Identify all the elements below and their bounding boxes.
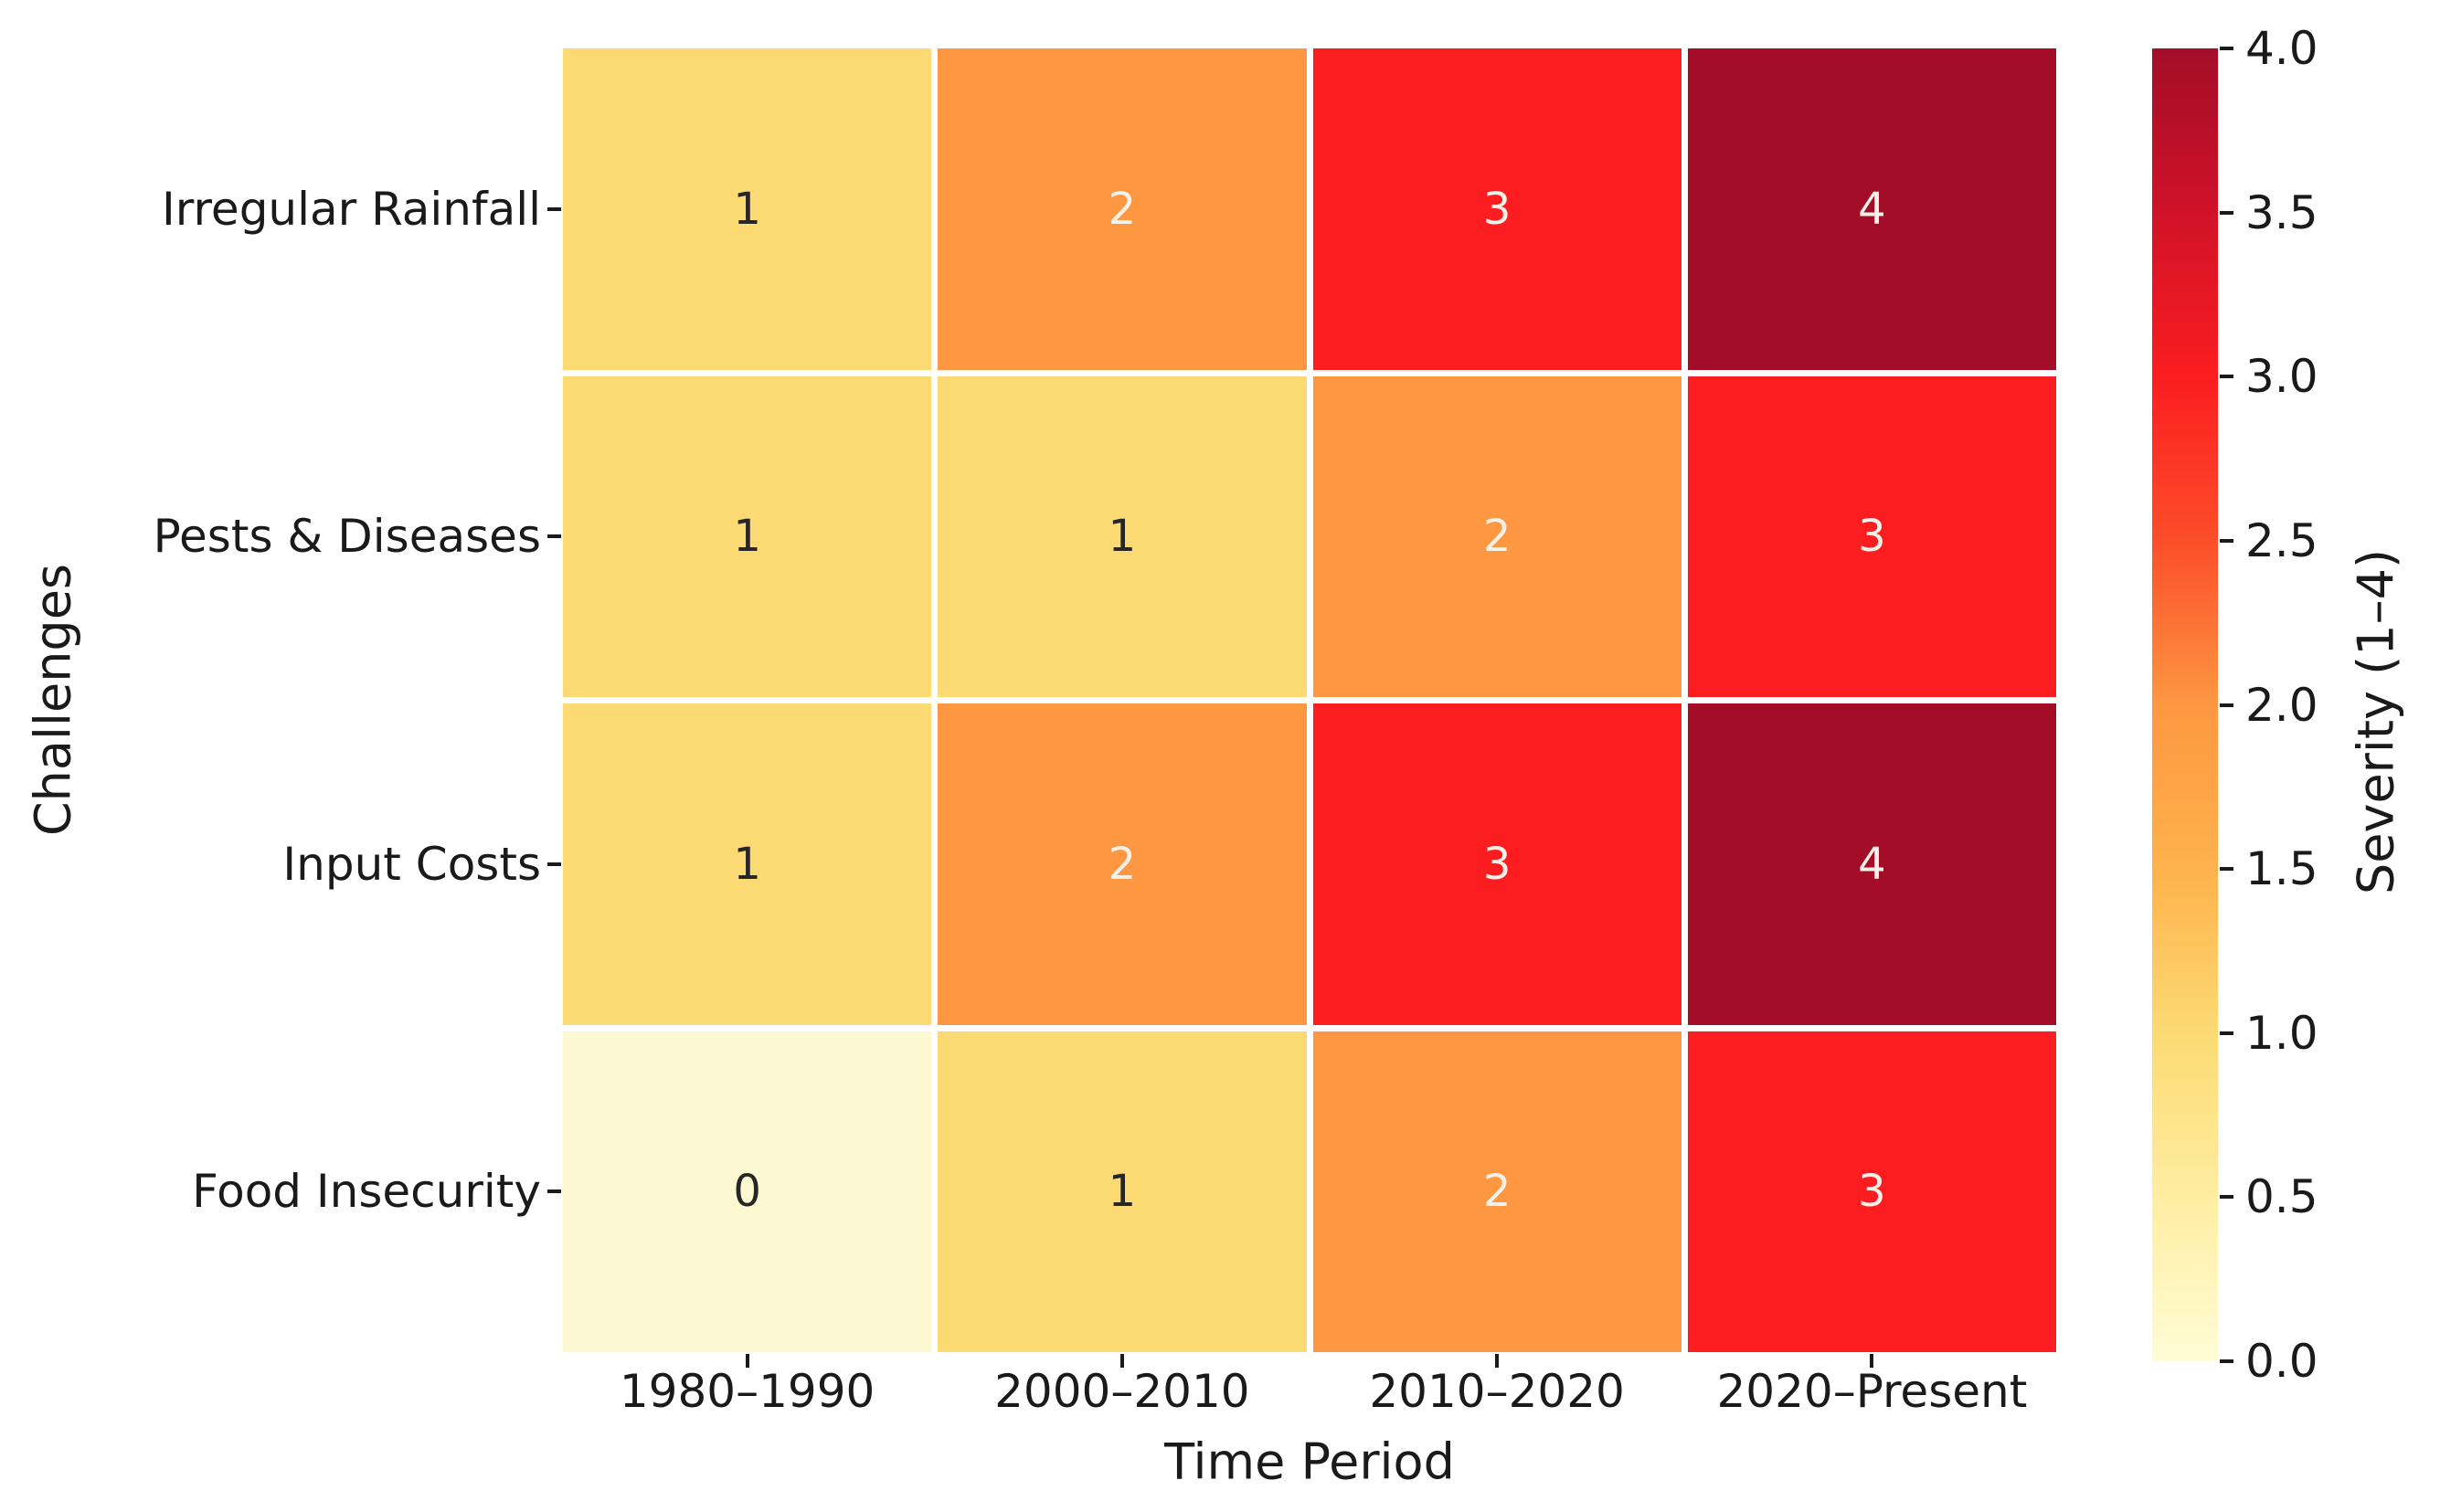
colorbar-tick-mark (2220, 538, 2233, 543)
heatmap-cell: 3 (1312, 48, 1681, 370)
x-tick-mark (1870, 1354, 1874, 1368)
x-tick-mark (1119, 1354, 1124, 1368)
cell-annotation: 2 (1108, 183, 1137, 235)
colorbar-tick-mark (2220, 47, 2233, 50)
cell-annotation: 3 (1858, 1166, 1886, 1218)
heatmap-cell: 1 (563, 375, 932, 697)
cell-annotation: 1 (1108, 1166, 1137, 1218)
heatmap-cell: 1 (938, 1031, 1307, 1352)
colorbar-tick-label: 3.5 (2245, 185, 2318, 239)
colorbar-tick-label: 0.0 (2245, 1335, 2318, 1388)
heatmap-cell: 0 (563, 1031, 932, 1352)
heatmap-cell: 3 (1687, 1031, 2056, 1352)
cell-annotation: 1 (1108, 511, 1137, 563)
y-tick-mark (547, 1190, 561, 1194)
y-tick-label: Irregular Rainfall (162, 182, 541, 236)
y-axis-label: Challenges (24, 563, 82, 837)
heatmap-cell: 2 (938, 48, 1307, 370)
x-tick-label: 2010–2020 (1369, 1365, 1625, 1418)
x-tick-label: 2000–2010 (994, 1365, 1250, 1418)
colorbar-label: Severity (1–4) (2347, 548, 2405, 895)
colorbar-tick-mark (2220, 210, 2233, 215)
colorbar-tick-label: 1.5 (2245, 842, 2318, 896)
cell-annotation: 1 (733, 511, 761, 563)
heatmap-cell: 1 (938, 375, 1307, 697)
colorbar (2152, 48, 2218, 1361)
x-tick-mark (1495, 1354, 1500, 1368)
heatmap-cell: 2 (938, 703, 1307, 1025)
heatmap-cell: 3 (1687, 375, 2056, 697)
heatmap-cell: 4 (1687, 703, 2056, 1025)
cell-annotation: 3 (1482, 183, 1512, 235)
colorbar-tick-label: 0.5 (2245, 1170, 2318, 1224)
x-tick-label: 1980–1990 (619, 1365, 875, 1418)
colorbar-tick-mark (2220, 703, 2233, 707)
colorbar-tick-label: 4.0 (2245, 22, 2318, 75)
heatmap: 1 2 3 4 1 1 2 3 1 2 3 4 0 1 2 3 (563, 48, 2056, 1352)
x-axis-label: Time Period (1164, 1433, 1455, 1491)
colorbar-tick-mark (2220, 867, 2233, 872)
colorbar-tick-label: 3.0 (2245, 350, 2318, 404)
heatmap-cell: 2 (1312, 375, 1681, 697)
y-tick-label: Food Insecurity (192, 1165, 541, 1219)
colorbar-tick-label: 2.0 (2245, 678, 2318, 732)
colorbar-tick-label: 1.0 (2245, 1006, 2318, 1060)
colorbar-tick-label: 2.5 (2245, 513, 2318, 567)
cell-annotation: 2 (1482, 1166, 1512, 1218)
cell-annotation: 1 (733, 183, 761, 235)
heatmap-cell: 2 (1312, 1031, 1681, 1352)
colorbar-tick-mark (2220, 1359, 2233, 1363)
cell-annotation: 0 (733, 1166, 761, 1218)
y-tick-mark (547, 534, 561, 539)
heatmap-cell: 4 (1687, 48, 2056, 370)
cell-annotation: 4 (1858, 838, 1886, 890)
heatmap-cell: 1 (563, 48, 932, 370)
cell-annotation: 2 (1482, 511, 1512, 563)
heatmap-cell: 1 (563, 703, 932, 1025)
cell-annotation: 2 (1108, 838, 1137, 890)
cell-annotation: 1 (733, 838, 761, 890)
heatmap-cell: 3 (1312, 703, 1681, 1025)
cell-annotation: 3 (1482, 838, 1512, 890)
colorbar-tick-mark (2220, 1195, 2233, 1200)
x-tick-label: 2020–Present (1716, 1365, 2028, 1418)
cell-annotation: 3 (1858, 511, 1886, 563)
y-tick-label: Pests & Diseases (153, 510, 541, 564)
y-tick-mark (547, 862, 561, 866)
colorbar-tick-mark (2220, 375, 2233, 379)
y-tick-label: Input Costs (282, 837, 541, 891)
x-tick-mark (745, 1354, 749, 1368)
colorbar-tick-mark (2220, 1031, 2233, 1035)
y-tick-mark (547, 206, 561, 211)
cell-annotation: 4 (1858, 183, 1886, 235)
